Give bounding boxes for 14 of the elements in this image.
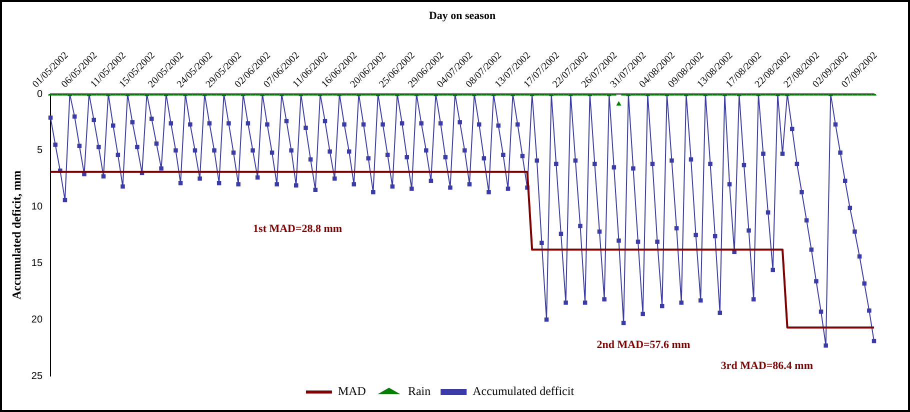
y-tick-label: 25 xyxy=(31,370,43,382)
legend-label: Accumulated defficit xyxy=(472,384,575,398)
y-tick-label: 10 xyxy=(31,202,43,213)
x-axis-title: Day on season xyxy=(428,10,496,22)
legend-label: Rain xyxy=(408,384,431,398)
y-tick-label: 15 xyxy=(31,258,43,269)
y-axis-title: Accumulated deficit, mm xyxy=(9,170,24,300)
annotation: 2nd MAD=57.6 mm xyxy=(596,338,690,351)
annotation: 3rd MAD=86.4 mm xyxy=(720,360,814,372)
annotation: 1st MAD=28.8 mm xyxy=(253,223,342,236)
y-tick-label: 0 xyxy=(36,88,43,100)
y-tick-label: 5 xyxy=(36,145,43,156)
legend-label: MAD xyxy=(338,384,366,398)
y-tick-label: 20 xyxy=(31,314,43,326)
